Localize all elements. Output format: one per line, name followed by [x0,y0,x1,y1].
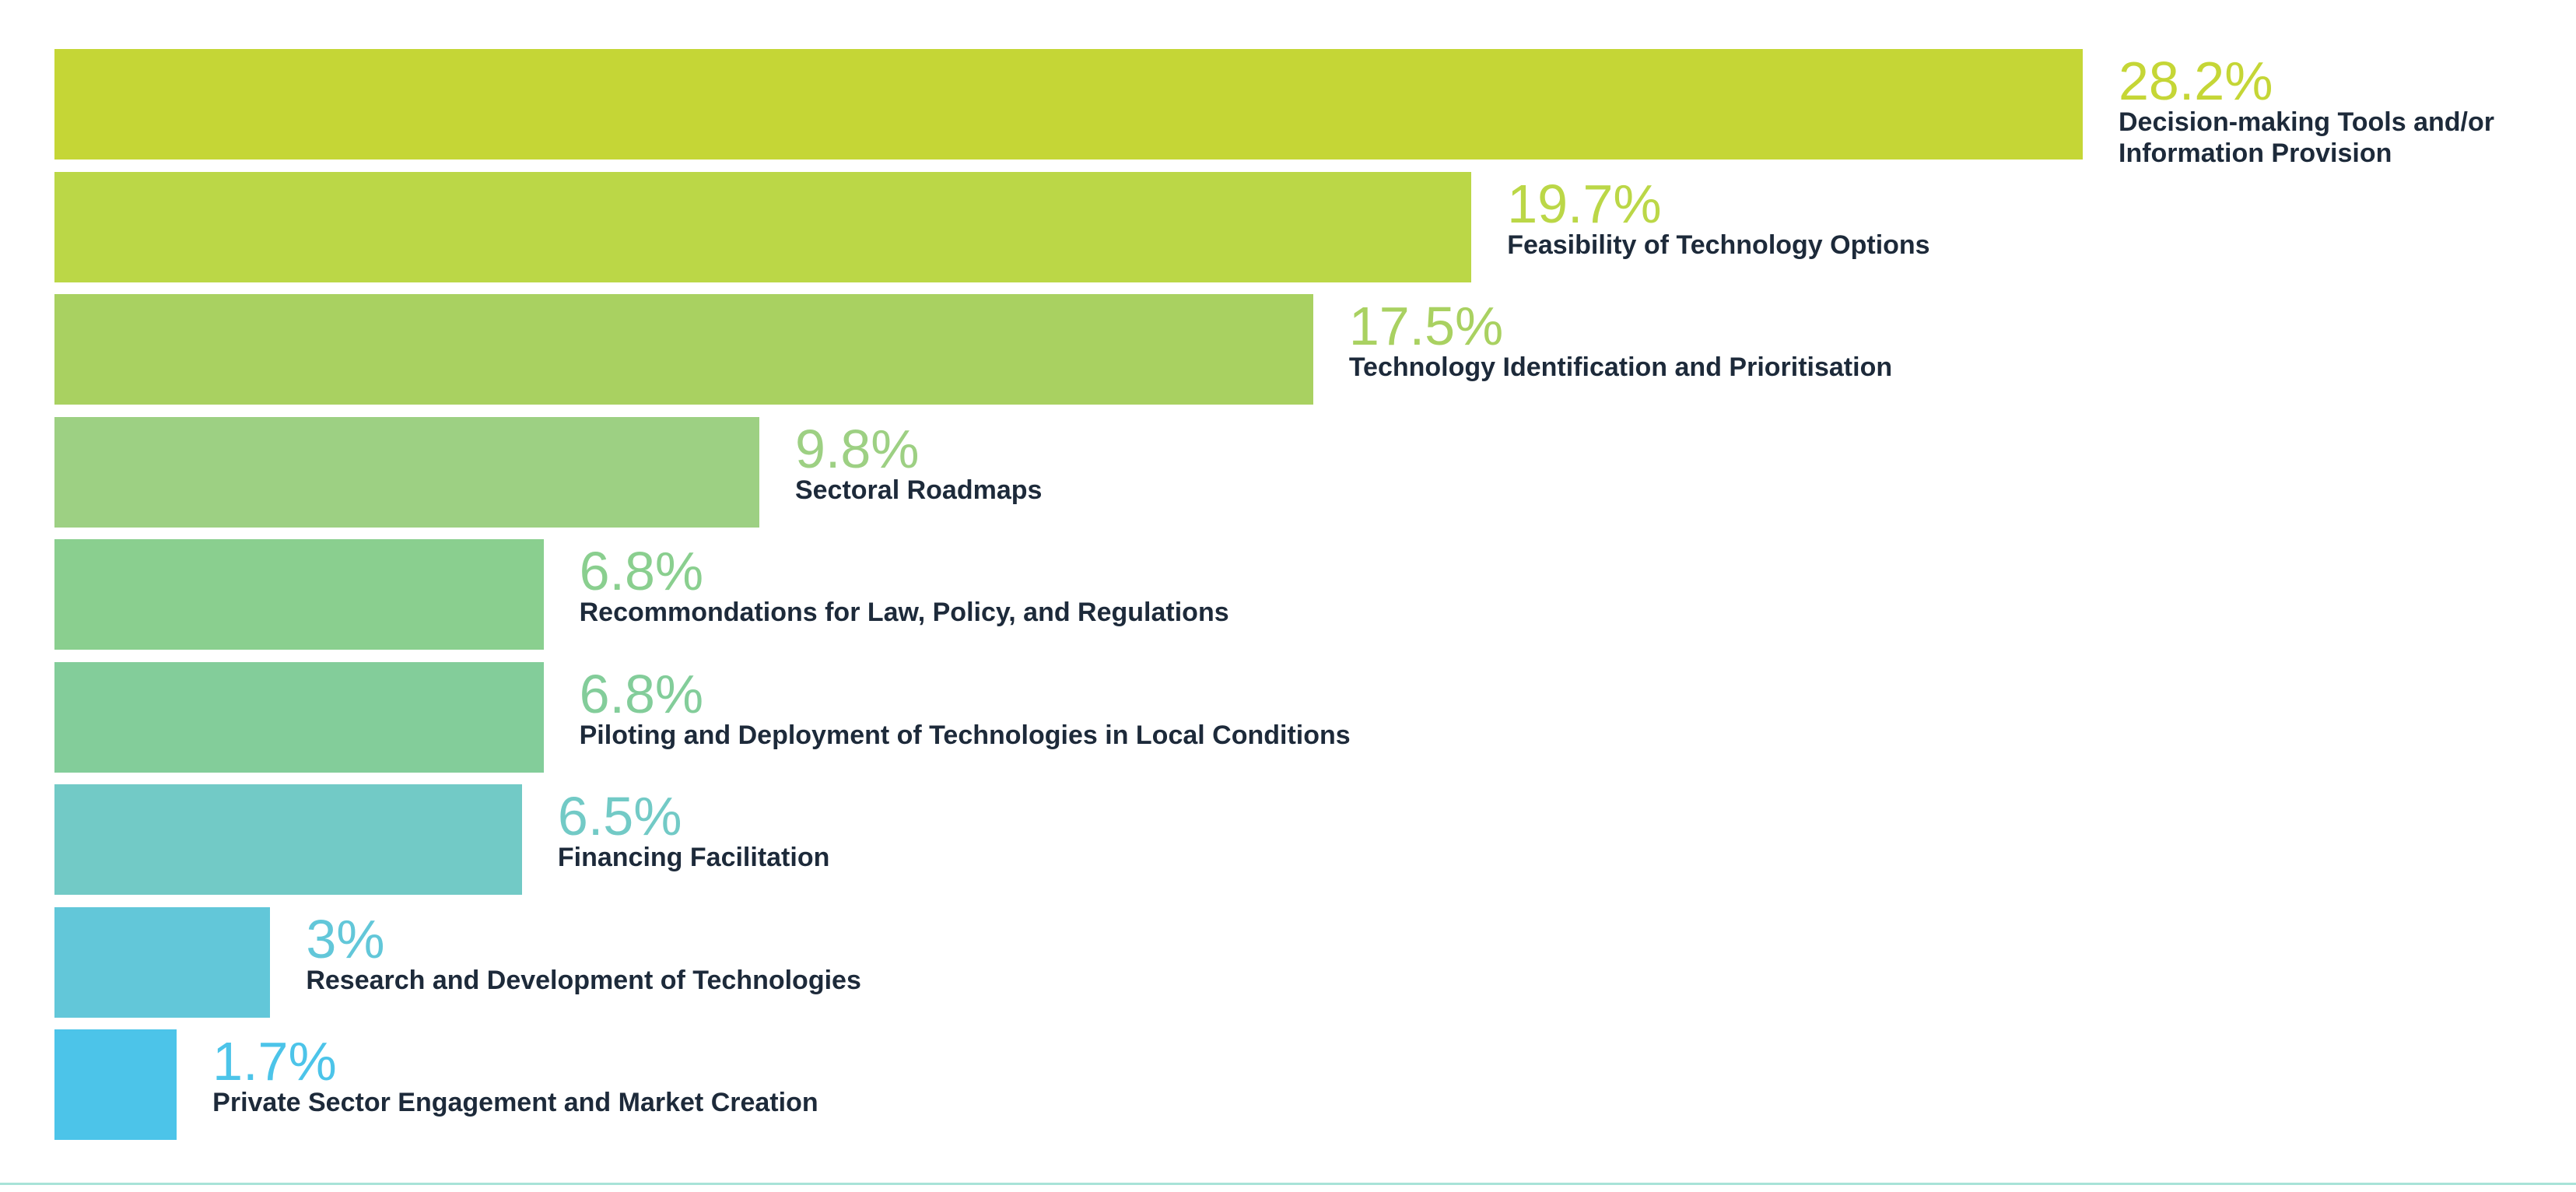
category-label: Decision-making Tools and/or [2119,107,2494,137]
category-label: Feasibility of Technology Options [1507,230,1930,260]
value-label: 17.5% [1348,296,1504,356]
category-label: Recommondations for Law, Policy, and Reg… [579,598,1229,627]
bar [54,416,759,528]
bar [54,1029,177,1140]
bar [54,661,544,773]
category-label: Financing Facilitation [557,843,830,872]
category-label: Technology Identification and Prioritisa… [1348,352,1893,382]
value-label: 6.8% [579,663,704,724]
bar [54,49,2083,160]
bar [54,784,522,895]
value-label: 19.7% [1507,173,1662,234]
value-label: 3% [306,908,385,969]
category-label: Piloting and Deployment of Technologies … [579,720,1351,750]
category-label: Research and Development of Technologies [306,965,861,995]
value-label: 1.7% [212,1031,337,1092]
value-label: 6.5% [557,786,682,847]
bar [54,294,1313,405]
bar [54,906,271,1018]
value-label: 28.2% [2119,51,2273,111]
category-label: Sectoral Roadmaps [794,475,1043,505]
value-label: 9.8% [794,418,920,479]
category-label: Information Provision [2119,138,2392,168]
bottom-rule [0,1183,2576,1185]
category-label: Private Sector Engagement and Market Cre… [212,1088,818,1117]
bar [54,539,544,650]
value-label: 6.8% [579,541,704,601]
bar [54,171,1472,282]
